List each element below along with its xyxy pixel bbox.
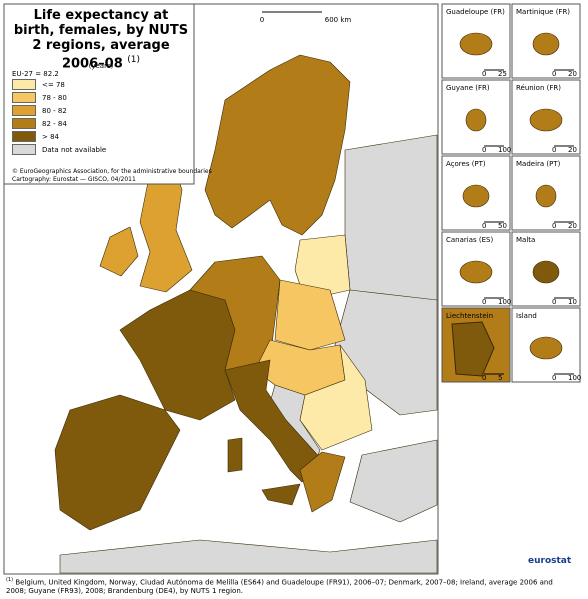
map-title: Life expectancy at birth, females, by NU… [12,8,190,71]
inset-title: Réunion (FR) [516,84,561,92]
logo: eurostat [528,556,572,566]
inset-scale-label: 0 [552,70,556,78]
region [261,483,301,506]
legend-label: > 84 [42,132,59,141]
legend: (years) EU-27 = 82.2 <= 78 78 - 80 80 - 82… [12,62,190,156]
credits: © EuroGeographics Association, for the a… [12,168,212,184]
inset-land [532,32,560,56]
inset-land [465,108,487,132]
legend-swatch [12,92,36,103]
inset-land [535,184,557,208]
inset-scale-label: 100 [498,146,511,154]
region [204,54,351,236]
inset-scale-label: 25 [498,70,507,78]
region [274,279,346,351]
inset-scale-label: 0 [552,298,556,306]
legend-label: 80 - 82 [42,106,67,115]
legend-item: 82 - 84 [12,117,190,130]
inset-scale-label: 0 [552,222,556,230]
region [299,344,373,451]
legend-swatch [12,144,36,155]
inset-title: Island [516,312,537,320]
legend-reference: EU-27 = 82.2 [12,70,59,78]
region [299,451,346,513]
legend-item: Data not available [12,143,190,156]
title-note: (1) [127,55,141,65]
region [344,134,438,311]
inset-title: Açores (PT) [446,160,486,168]
legend-label: Data not available [42,145,107,154]
legend-swatch [12,79,36,90]
region [349,439,438,523]
inset-scale-label: 20 [568,70,577,78]
inset-scale-label: 20 [568,222,577,230]
inset-land [529,108,563,132]
inset-land [459,260,493,284]
inset-land [451,321,495,377]
footnote-marker: (1) [6,577,14,583]
legend-item: 80 - 82 [12,104,190,117]
region [59,539,438,574]
inset-title: Madeira (PT) [516,160,561,168]
inset-scale-label: 0 [482,146,486,154]
title-text: Life expectancy at birth, females, by NU… [13,8,189,72]
inset-land [532,260,560,284]
inset-scale-label: 100 [498,298,511,306]
inset-scale-label: 0 [482,374,486,382]
legend-label: 78 - 80 [42,93,67,102]
legend-swatch [12,118,36,129]
inset-title: Martinique (FR) [516,8,570,16]
inset-scale-label: 0 [482,298,486,306]
region [99,226,139,277]
footnote-text: Belgium, United Kingdom, Norway, Ciudad … [6,578,553,596]
inset-scale-label: 0 [482,222,486,230]
credit-line: © EuroGeographics Association, for the a… [12,168,212,175]
region [54,394,181,531]
inset-scale-label: 0 [552,146,556,154]
inset-title: Guadeloupe (FR) [446,8,505,16]
inset-land [462,184,490,208]
legend-item: <= 78 [12,78,190,91]
scale-label: 600 km [325,16,352,24]
legend-swatch [12,105,36,116]
inset-land [529,336,563,360]
scale-label: 0 [260,16,264,24]
inset-scale-label: 20 [568,146,577,154]
legend-swatch [12,131,36,142]
legend-item: 78 - 80 [12,91,190,104]
region [227,437,243,473]
inset-scale-label: 10 [568,298,577,306]
legend-unit: (years) [88,62,114,70]
credit-line: Cartography: Eurostat — GISCO, 04/2011 [12,176,136,183]
inset-title: Malta [516,236,535,244]
legend-label: <= 78 [42,80,65,89]
legend-item: > 84 [12,130,190,143]
inset-scale-label: 50 [498,222,507,230]
legend-label: 82 - 84 [42,119,67,128]
inset-scale-label: 0 [552,374,556,382]
inset-scale-label: 5 [498,374,502,382]
inset-scale-label: 100 [568,374,581,382]
footnote: (1) Belgium, United Kingdom, Norway, Ciu… [6,576,566,596]
inset-scale-label: 0 [482,70,486,78]
inset-land [459,32,493,56]
inset-title: Canarias (ES) [446,236,493,244]
inset-title: Guyane (FR) [446,84,490,92]
inset-title: Liechtenstein [446,312,493,320]
